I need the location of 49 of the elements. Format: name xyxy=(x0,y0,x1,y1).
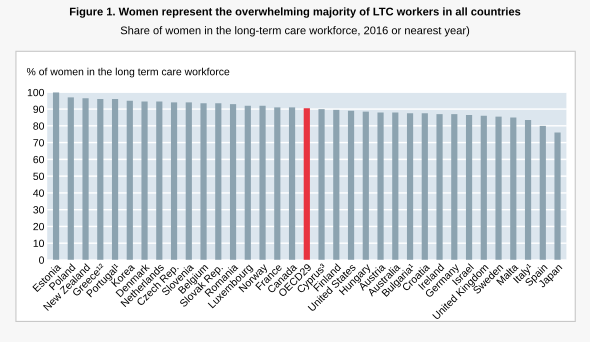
bar xyxy=(82,98,89,260)
y-tick-label: 70 xyxy=(33,139,44,146)
bar xyxy=(244,106,251,260)
y-tick-label: 40 xyxy=(33,189,44,197)
bar xyxy=(377,112,384,260)
bar xyxy=(554,132,561,260)
bar xyxy=(495,116,502,260)
bar xyxy=(97,99,104,260)
bar xyxy=(348,110,354,260)
y-tick-label: 50 xyxy=(33,172,44,180)
chart-title: Figure 1. Women represent the overwhelming majority of LTC workers in all countries xyxy=(70,7,520,18)
bar xyxy=(200,103,207,260)
bar xyxy=(466,114,472,260)
y-axis-title: % of women in the long term care workforce xyxy=(26,68,230,78)
bar xyxy=(156,102,162,260)
bar xyxy=(68,97,74,260)
y-tick-label: 30 xyxy=(33,206,44,214)
bar xyxy=(392,112,398,260)
bar xyxy=(524,120,532,260)
y-tick-label: 0 xyxy=(39,256,44,264)
bar xyxy=(215,103,222,260)
y-tick-label: 80 xyxy=(33,122,44,130)
bar xyxy=(318,109,325,260)
bar xyxy=(52,92,60,260)
bar xyxy=(436,114,443,260)
bar xyxy=(126,100,133,260)
bar xyxy=(406,113,414,260)
bar xyxy=(422,113,428,260)
y-tick-label: 100 xyxy=(28,88,44,96)
y-tick-label: 20 xyxy=(33,222,44,230)
bar xyxy=(510,117,516,260)
chart-subtitle: Share of women in the long-term care workforce, 2016 or nearest year) xyxy=(120,26,470,37)
bar xyxy=(230,104,236,260)
bar xyxy=(112,99,118,260)
bar xyxy=(141,102,148,260)
bar xyxy=(480,116,487,260)
bar xyxy=(304,108,310,260)
bar xyxy=(186,102,192,260)
bar xyxy=(333,110,340,260)
y-tick-label: 60 xyxy=(33,156,44,164)
bar xyxy=(259,106,266,260)
bar xyxy=(362,112,369,260)
bar xyxy=(274,107,280,260)
bar xyxy=(288,107,296,260)
y-tick-label: 90 xyxy=(33,106,44,113)
y-tick-label: 10 xyxy=(34,240,44,248)
bar xyxy=(170,102,178,260)
bar xyxy=(540,126,546,260)
bar xyxy=(451,114,458,260)
